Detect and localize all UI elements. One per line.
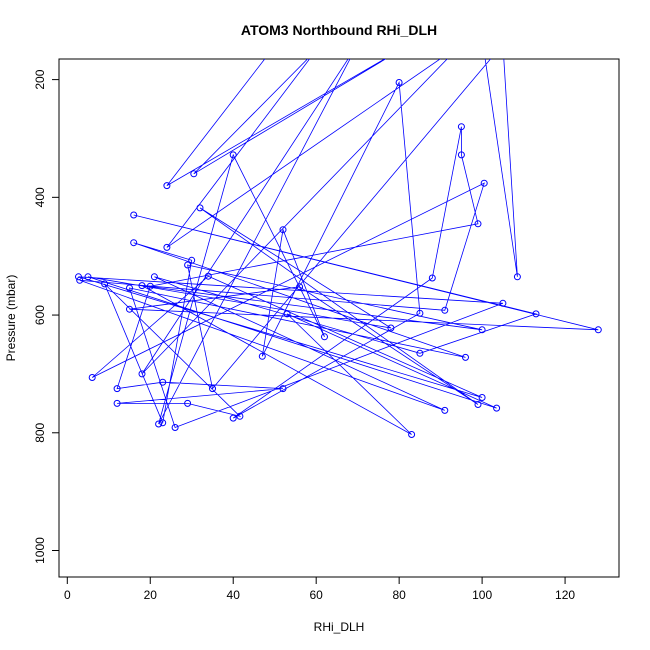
data-point [279,226,287,234]
x-axis: 0 20 40 60 80 100 120 [64,576,575,602]
data-point [190,170,198,178]
data-point [155,420,163,428]
x-axis-label: RHi_DLH [314,620,365,634]
y-tick-label: 400 [33,187,47,207]
data-point [441,306,449,314]
y-axis-label: Pressure (mbar) [4,275,18,362]
data-point [283,310,291,318]
data-point [458,41,464,47]
data-point [159,378,167,386]
data-point [76,276,84,284]
data-point [84,273,92,281]
data-point [184,261,192,269]
data-point [493,404,501,412]
data-point [184,399,192,407]
data-point [126,284,133,292]
data-point [355,41,361,47]
data-point [321,333,328,341]
data-point [150,273,158,281]
data-point [258,352,266,360]
data-point [196,204,204,212]
y-tick-label: 1000 [33,537,47,564]
data-point [171,424,179,431]
data-point [204,272,212,280]
data-point [532,310,540,318]
data-point [441,406,449,414]
data-point [462,353,469,361]
data-point [478,394,486,401]
x-tick-label: 0 [64,588,71,602]
data-point [279,385,287,393]
data-point [130,211,138,219]
x-tick-label: 100 [472,588,492,602]
data-point [313,47,319,53]
data-point [209,385,216,393]
data-point [138,370,146,378]
data-point [159,419,167,427]
data-point [594,326,602,334]
data-point [188,256,196,264]
y-tick-label: 600 [33,305,47,325]
data-point [296,283,304,291]
y-tick-label: 200 [33,69,47,89]
data-point [229,414,237,422]
data-point [416,349,424,357]
data-point [513,273,521,281]
data-point [457,123,465,131]
data-point [480,179,488,187]
x-tick-label: 60 [310,588,324,602]
series-layer [75,35,602,438]
data-point [395,79,403,86]
data-point [126,305,133,313]
plot-frame [58,58,620,578]
data-point [113,385,121,393]
data-point [272,43,278,49]
data-point [457,151,465,159]
x-tick-label: 20 [144,588,158,602]
x-tick-label: 120 [555,588,575,602]
data-point [500,41,506,47]
data-point [474,401,482,408]
data-point [479,35,485,41]
data-point [387,324,395,332]
data-point [474,220,482,228]
y-axis: 200 400 600 800 1000 [33,69,60,564]
data-point [101,280,109,288]
data-point [416,309,424,317]
data-point [138,282,146,290]
data-point [478,326,486,334]
data-point [163,182,171,190]
data-point [146,282,154,290]
y-tick-label: 800 [33,422,47,442]
data-point [408,431,416,438]
data-point [428,274,436,282]
data-point [113,399,121,407]
series-line [78,59,599,435]
data-point [236,412,244,420]
data-point [163,243,171,251]
x-tick-label: 40 [227,588,241,602]
data-point [229,151,237,159]
data-point [75,273,82,281]
x-tick-label: 80 [392,588,406,602]
data-point [499,299,507,307]
chart-title: ATOM3 Northbound RHi_DLH [241,22,437,38]
data-point [88,374,96,381]
data-point [130,239,138,247]
